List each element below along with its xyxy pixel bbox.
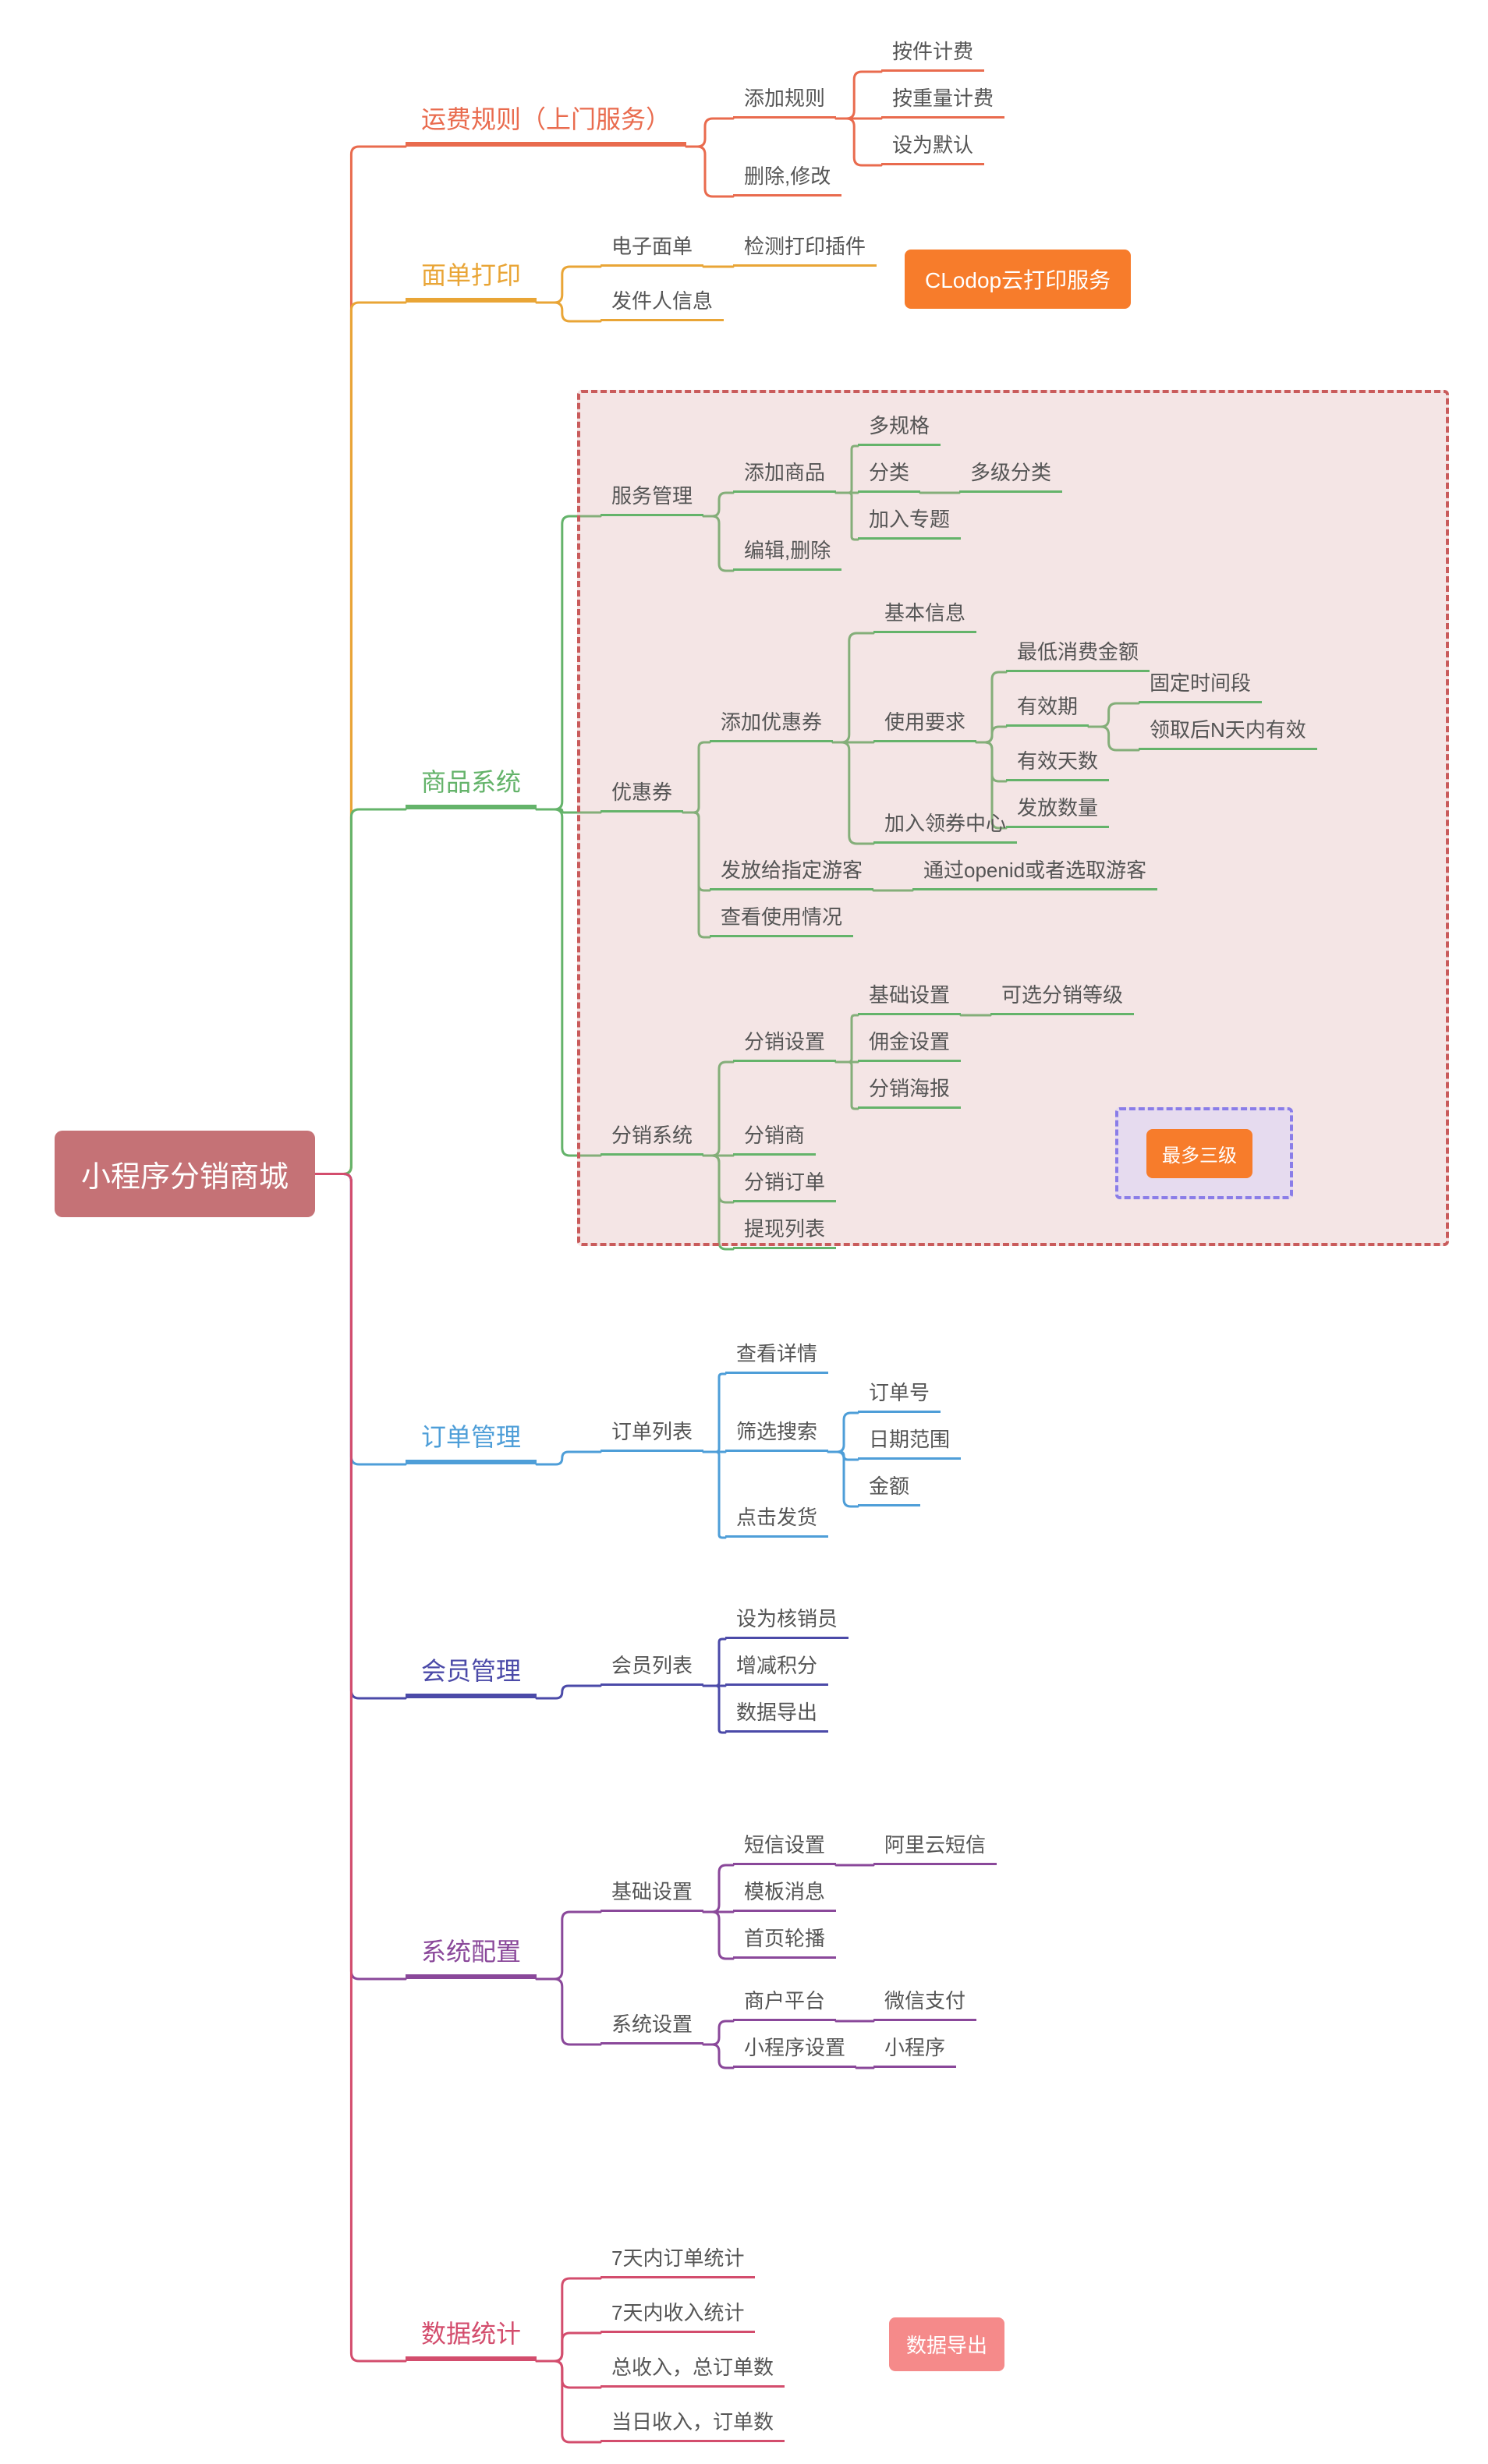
node-ds_base: 基础设置 [858, 975, 961, 1015]
node-b_config: 系统配置 [406, 1926, 537, 1979]
node-b_print: 面单打印 [406, 250, 537, 303]
node-svc_topic: 加入专题 [858, 499, 961, 540]
node-prod_coupon: 优惠券 [601, 772, 683, 812]
node-ds_seller: 分销商 [733, 1115, 816, 1156]
node-st_today: 当日收入，订单数 [601, 2402, 785, 2442]
node-ship_piece: 按件计费 [881, 31, 984, 72]
node-cfg_mps: 小程序 [873, 2027, 956, 2068]
node-st_7ord: 7天内订单统计 [601, 2238, 755, 2278]
node-cp_valid: 有效期 [1006, 686, 1089, 727]
node-cfg_merch: 商户平台 [733, 1981, 836, 2021]
node-mem_exp: 数据导出 [725, 1692, 828, 1733]
node-cp_fix: 固定时间段 [1139, 663, 1262, 703]
node-ship_add: 添加规则 [733, 78, 836, 119]
node-cfg_mp: 小程序设置 [733, 2027, 856, 2068]
node-cp_min: 最低消费金额 [1006, 632, 1150, 672]
node-b_member: 会员管理 [406, 1645, 537, 1698]
node-cp_view: 查看使用情况 [710, 897, 853, 937]
node-mem_list: 会员列表 [601, 1645, 703, 1686]
node-cp_req: 使用要求 [873, 702, 976, 742]
node-cp_days: 有效天数 [1006, 741, 1109, 781]
node-cp_base: 基本信息 [873, 593, 976, 633]
node-ship_del: 删除,修改 [733, 156, 841, 196]
node-ord_list: 订单列表 [601, 1411, 703, 1452]
node-mem_pts: 增减积分 [725, 1645, 828, 1686]
badge-maxlevel: 最多三级 [1146, 1129, 1252, 1178]
node-print_check: 检测打印插件 [733, 226, 877, 267]
node-svc_mcat: 多级分类 [959, 452, 1062, 493]
node-ord_ship: 点击发货 [725, 1497, 828, 1538]
node-svc_edit: 编辑,删除 [733, 530, 841, 571]
node-cp_add: 添加优惠券 [710, 702, 833, 742]
node-print_e: 电子面单 [601, 226, 703, 267]
node-cfg_ali: 阿里云短信 [873, 1825, 997, 1865]
node-ds_set: 分销设置 [733, 1021, 836, 1062]
node-b_ship: 运费规则（上门服务） [406, 94, 686, 147]
node-b_order: 订单管理 [406, 1411, 537, 1464]
node-mem_set: 设为核销员 [725, 1598, 849, 1639]
node-ds_cash: 提现列表 [733, 1209, 836, 1249]
node-b_prod: 商品系统 [406, 756, 537, 809]
node-ds_level: 可选分销等级 [990, 975, 1134, 1015]
node-prod_service: 服务管理 [601, 476, 703, 516]
node-cfg_base: 基础设置 [601, 1871, 703, 1912]
node-svc_cat: 分类 [858, 452, 920, 493]
node-cp_center: 加入领券中心 [873, 803, 1017, 844]
node-ship_wt: 按重量计费 [881, 78, 1004, 119]
node-root: 小程序分销商城 [55, 1131, 315, 1217]
node-st_7inc: 7天内收入统计 [601, 2292, 755, 2333]
node-cfg_tpl: 模板消息 [733, 1871, 836, 1912]
node-cp_qty: 发放数量 [1006, 788, 1109, 828]
node-ship_def: 设为默认 [881, 125, 984, 165]
node-ord_filter: 筛选搜索 [725, 1411, 828, 1452]
node-prod_dist: 分销系统 [601, 1115, 703, 1156]
node-ord_date: 日期范围 [858, 1419, 961, 1460]
node-cp_give: 发放给指定游客 [710, 850, 873, 890]
node-cfg_ban: 首页轮播 [733, 1918, 836, 1959]
node-ds_order: 分销订单 [733, 1162, 836, 1202]
node-cfg_sys: 系统设置 [601, 2004, 703, 2044]
node-svc_add: 添加商品 [733, 452, 836, 493]
node-ord_amt: 金额 [858, 1466, 920, 1506]
node-st_tot: 总收入，总订单数 [601, 2347, 785, 2388]
badge-clodop: CLodop云打印服务 [905, 250, 1131, 309]
node-ord_no: 订单号 [858, 1372, 941, 1413]
badge-export: 数据导出 [889, 2317, 1004, 2371]
node-cfg_sms: 短信设置 [733, 1825, 836, 1865]
node-cfg_wx: 微信支付 [873, 1981, 976, 2021]
mindmap-canvas: 小程序分销商城 运费规则（上门服务） 面单打印商品系统订单管理会员管理系统配置数据统… [0, 0, 1488, 2464]
node-svc_spec: 多规格 [858, 405, 941, 446]
node-ds_comm: 佣金设置 [858, 1021, 961, 1062]
node-b_stats: 数据统计 [406, 2308, 537, 2361]
node-ord_view: 查看详情 [725, 1333, 828, 1374]
node-cp_nday: 领取后N天内有效 [1139, 710, 1317, 750]
node-print_sender: 发件人信息 [601, 281, 724, 321]
node-ds_poster: 分销海报 [858, 1068, 961, 1109]
node-cp_openid: 通过openid或者选取游客 [912, 850, 1157, 890]
